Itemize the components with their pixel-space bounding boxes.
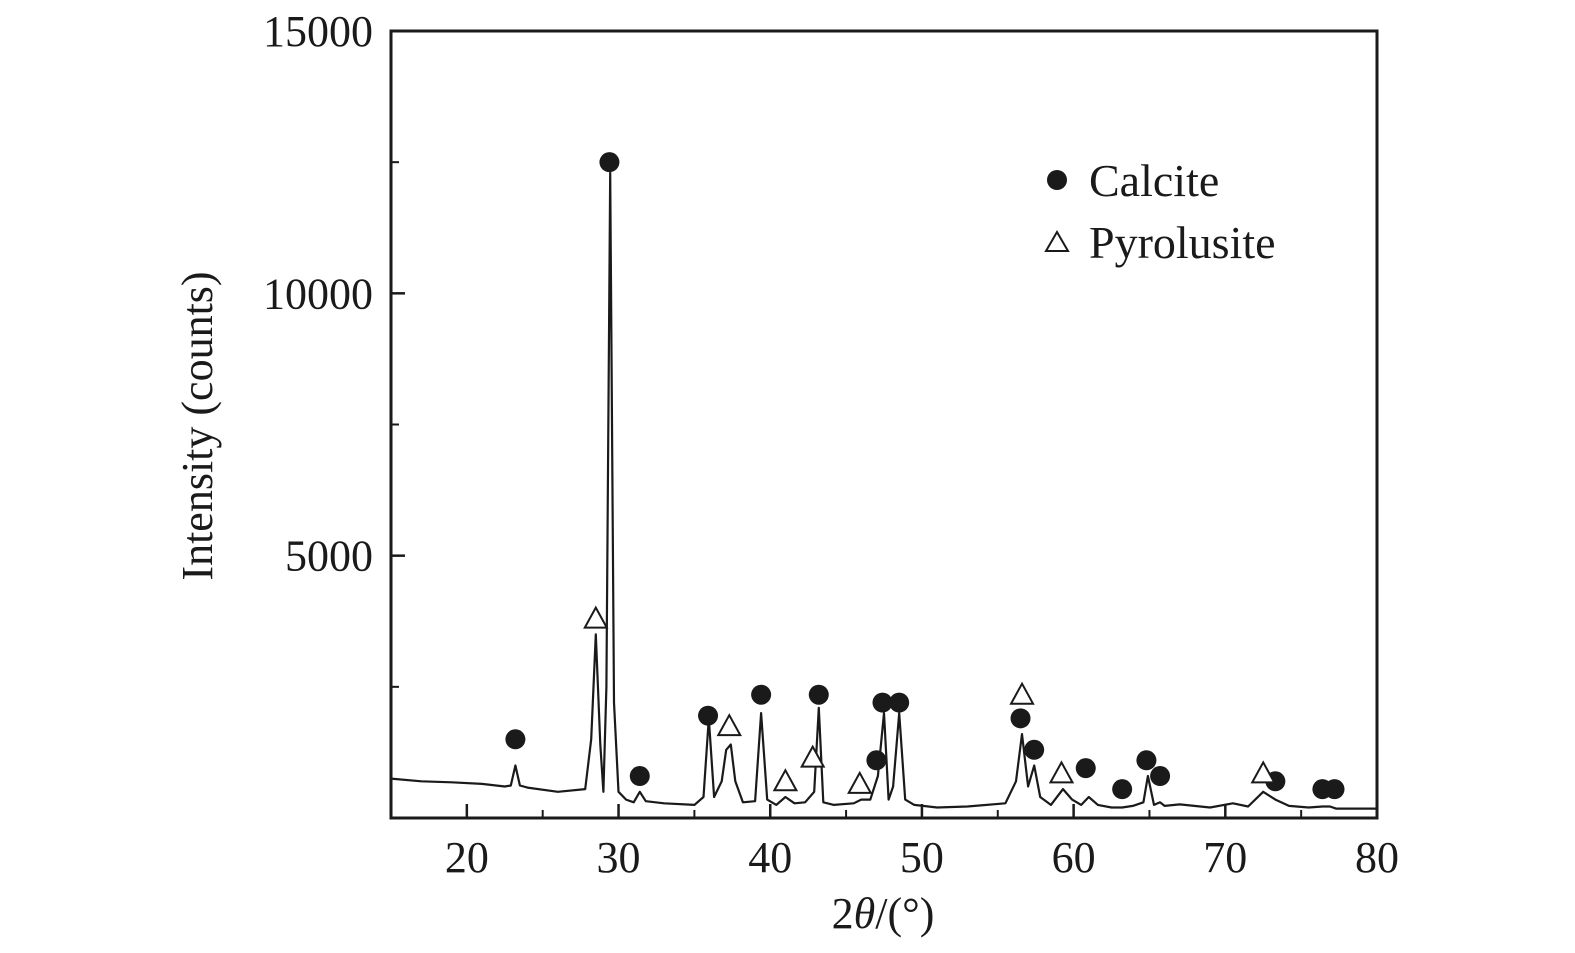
- calcite-marker: [1150, 766, 1171, 787]
- y-tick-label: 5000: [285, 532, 373, 581]
- x-tick-label: 70: [1203, 833, 1247, 882]
- y-tick-label: 15000: [263, 7, 373, 56]
- calcite-marker: [1010, 708, 1031, 729]
- pyrolusite-marker: [800, 744, 826, 768]
- calcite-marker: [751, 684, 772, 705]
- x-axis-label-theta: θ: [854, 889, 876, 938]
- calcite-marker: [1112, 779, 1133, 800]
- x-axis-label: 2θ/(°): [832, 889, 935, 938]
- series-line-0: [390, 171, 1377, 810]
- x-tick-label: 60: [1052, 833, 1096, 882]
- pyrolusite-marker: [772, 768, 799, 792]
- pyrolusite-marker: [583, 605, 609, 629]
- calcite-marker-group: [505, 152, 1345, 800]
- x-tick-label: 40: [748, 833, 792, 882]
- calcite-marker: [1136, 750, 1157, 771]
- calcite-marker: [889, 692, 910, 713]
- calcite-marker: [872, 692, 893, 713]
- calcite-marker: [505, 729, 526, 750]
- x-tick-label: 30: [597, 833, 641, 882]
- legend-pyrolusite-marker: [1044, 230, 1070, 252]
- x-tick-label: 20: [445, 833, 489, 882]
- y-axis-label: Intensity (counts): [173, 271, 222, 580]
- pyrolusite-marker-group: [583, 605, 1276, 794]
- x-axis-ticks: 20 30 40 50 60 70 80: [445, 804, 1399, 882]
- legend-calcite-marker: [1047, 170, 1067, 190]
- y-tick-label: 10000: [263, 269, 373, 318]
- calcite-marker: [866, 750, 887, 771]
- x-axis-label-suffix: /(°): [875, 889, 934, 938]
- y-axis-ticks: 5000 10000 15000: [263, 7, 405, 688]
- calcite-marker: [698, 705, 719, 726]
- legend: Calcite Pyrolusite: [1044, 155, 1276, 268]
- legend-pyrolusite-label: Pyrolusite: [1089, 217, 1276, 268]
- calcite-marker: [1324, 779, 1345, 800]
- pyrolusite-marker: [1009, 681, 1035, 705]
- calcite-marker: [808, 684, 829, 705]
- calcite-marker: [1075, 758, 1096, 779]
- x-axis-label-prefix: 2: [832, 889, 854, 938]
- calcite-marker: [1024, 739, 1045, 760]
- x-tick-label: 80: [1355, 833, 1399, 882]
- spectrum-line-group: [390, 171, 1377, 810]
- calcite-marker: [599, 152, 620, 173]
- pyrolusite-marker: [1048, 760, 1075, 784]
- pyrolusite-marker: [847, 770, 873, 794]
- pyrolusite-marker: [1250, 760, 1276, 784]
- pyrolusite-marker: [716, 713, 742, 737]
- x-tick-label: 50: [900, 833, 944, 882]
- legend-calcite-label: Calcite: [1089, 155, 1219, 206]
- calcite-marker: [629, 766, 650, 787]
